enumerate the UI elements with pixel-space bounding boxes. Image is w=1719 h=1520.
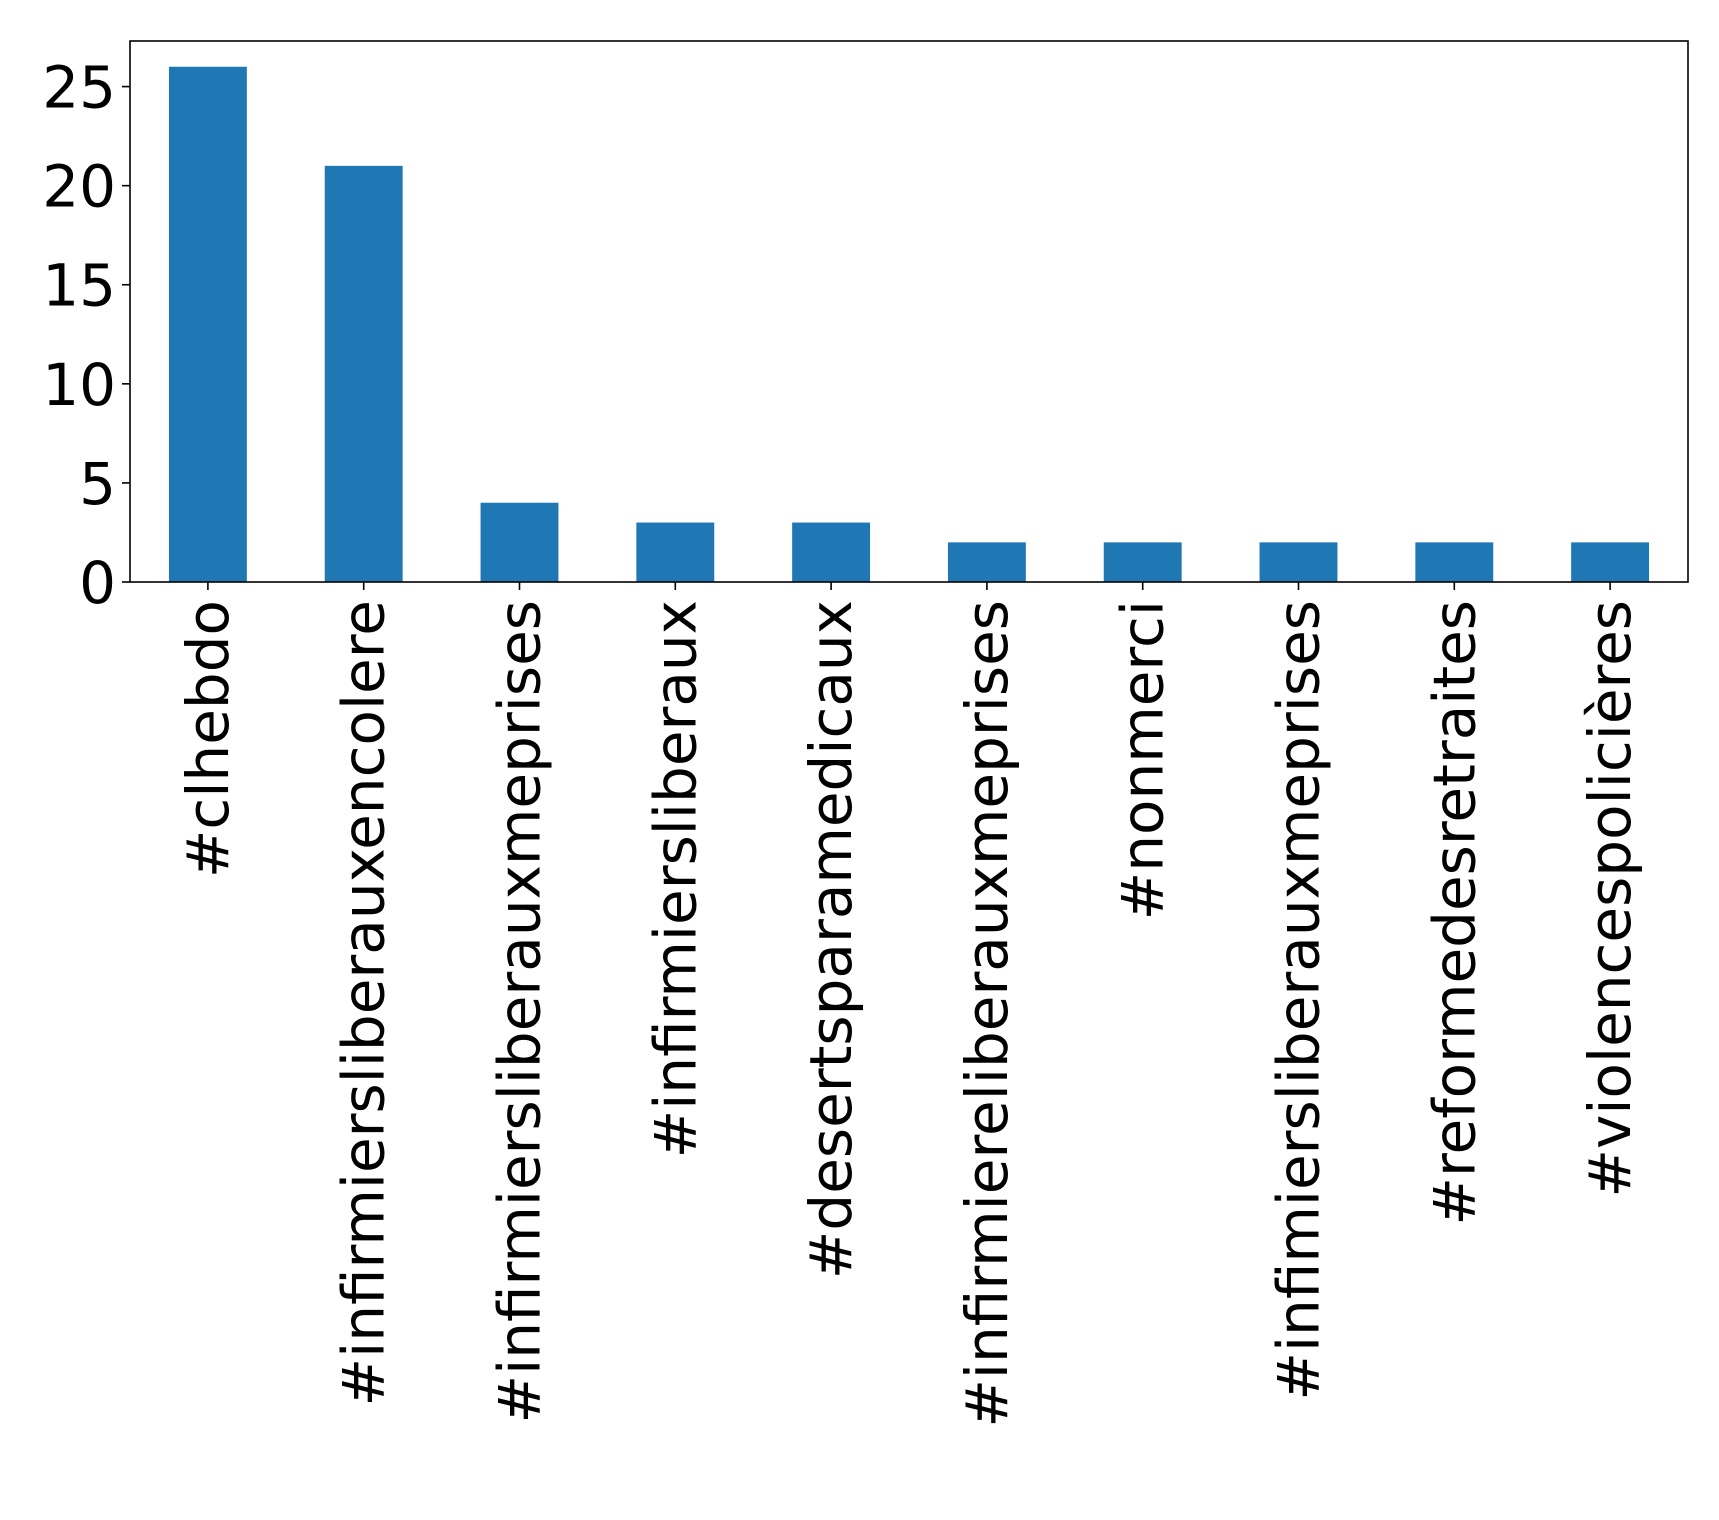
x-tick-label: #infirmiersliberauxmeprises <box>486 600 554 1423</box>
bar-0 <box>168 66 247 582</box>
bar-8 <box>1415 542 1494 582</box>
x-axis: #clhebdo #infirmiersliberauxencolere #infi… <box>174 582 1644 1428</box>
bar-6 <box>1103 542 1182 582</box>
bar-9 <box>1571 542 1650 582</box>
y-tick-label: 0 <box>79 549 116 617</box>
x-tick-label: #infimiersliberauxmeprises <box>1265 600 1333 1401</box>
bars-group <box>168 66 1650 582</box>
bar-3 <box>636 522 715 582</box>
bar-4 <box>792 522 871 582</box>
x-tick-label: #desertsparamedicaux <box>797 600 865 1279</box>
y-tick-label: 15 <box>42 252 116 320</box>
bar-2 <box>480 502 559 582</box>
x-tick-label: #violencespolicières <box>1576 600 1644 1198</box>
x-tick-label: #infirmiersliberaux <box>641 600 709 1158</box>
bar-5 <box>947 542 1026 582</box>
y-tick-label: 20 <box>42 153 116 221</box>
x-tick-label: #infirmiersliberauxencolere <box>330 600 398 1406</box>
y-tick-label: 5 <box>79 450 116 518</box>
x-tick-label: #infirmiereliberauxmeprises <box>953 600 1021 1428</box>
plot-frame <box>129 40 1689 583</box>
y-axis: 0 5 10 15 20 25 <box>42 54 130 617</box>
x-tick-label: #reformedesretraites <box>1420 600 1488 1226</box>
bar-1 <box>324 165 403 582</box>
y-tick-label: 25 <box>42 54 116 122</box>
bar-7 <box>1259 542 1338 582</box>
y-tick-label: 10 <box>42 351 116 419</box>
x-tick-label: #clhebdo <box>174 600 242 878</box>
x-tick-label: #nonmerci <box>1109 600 1177 920</box>
